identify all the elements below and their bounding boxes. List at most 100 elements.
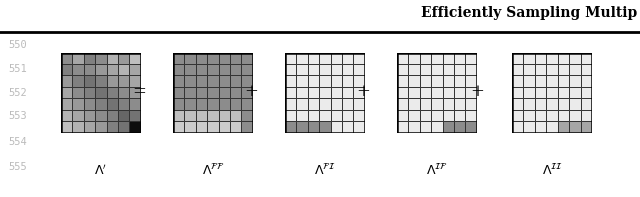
Bar xyxy=(431,87,442,98)
Bar xyxy=(207,53,218,64)
Bar xyxy=(465,87,477,98)
Bar xyxy=(106,110,118,121)
Bar xyxy=(196,87,207,98)
Bar xyxy=(95,53,106,64)
Bar xyxy=(535,98,547,110)
Bar xyxy=(106,98,118,110)
Bar xyxy=(61,53,72,64)
Bar xyxy=(184,53,196,64)
Bar xyxy=(342,87,353,98)
Bar xyxy=(535,64,547,75)
Bar xyxy=(196,75,207,87)
Bar xyxy=(442,75,454,87)
Bar xyxy=(296,53,308,64)
Bar xyxy=(512,75,524,87)
Bar xyxy=(454,75,465,87)
Bar xyxy=(547,98,557,110)
Text: +: + xyxy=(470,83,484,100)
Bar xyxy=(173,53,184,64)
Bar xyxy=(72,110,84,121)
Bar xyxy=(207,110,218,121)
Bar xyxy=(173,87,184,98)
Bar xyxy=(547,87,557,98)
Bar xyxy=(218,110,230,121)
Bar xyxy=(330,110,342,121)
Bar xyxy=(241,110,253,121)
Bar xyxy=(330,87,342,98)
Bar xyxy=(420,87,431,98)
Bar xyxy=(353,121,365,133)
Bar xyxy=(465,64,477,75)
Bar xyxy=(84,75,95,87)
Bar xyxy=(454,87,465,98)
Bar xyxy=(218,121,230,133)
Bar xyxy=(106,53,118,64)
Bar xyxy=(72,121,84,133)
Bar xyxy=(408,53,420,64)
Bar xyxy=(397,53,408,64)
Bar xyxy=(569,110,580,121)
Bar xyxy=(129,98,141,110)
Bar xyxy=(230,110,241,121)
Bar xyxy=(420,75,431,87)
Bar xyxy=(95,110,106,121)
Bar xyxy=(230,75,241,87)
Bar xyxy=(569,87,580,98)
Bar xyxy=(353,75,365,87)
Bar xyxy=(218,53,230,64)
Bar xyxy=(397,75,408,87)
Bar xyxy=(173,110,184,121)
Bar xyxy=(408,64,420,75)
Bar xyxy=(465,53,477,64)
Bar xyxy=(342,98,353,110)
Text: 550: 550 xyxy=(8,40,27,50)
Bar xyxy=(106,75,118,87)
Bar xyxy=(296,110,308,121)
Bar xyxy=(207,75,218,87)
Text: 551: 551 xyxy=(8,64,27,74)
Bar xyxy=(580,121,592,133)
Bar xyxy=(319,87,330,98)
Bar xyxy=(308,64,319,75)
Bar xyxy=(84,121,95,133)
Bar xyxy=(61,64,72,75)
Bar xyxy=(524,64,535,75)
Bar xyxy=(61,98,72,110)
Bar xyxy=(173,64,184,75)
Bar xyxy=(319,121,330,133)
Bar xyxy=(241,98,253,110)
Bar xyxy=(535,75,547,87)
Bar xyxy=(580,110,592,121)
Bar xyxy=(241,87,253,98)
Bar xyxy=(342,121,353,133)
Bar xyxy=(218,75,230,87)
Bar xyxy=(569,98,580,110)
Bar xyxy=(580,98,592,110)
Bar xyxy=(61,87,72,98)
Bar xyxy=(465,110,477,121)
Bar xyxy=(512,64,524,75)
Bar xyxy=(308,53,319,64)
Bar xyxy=(196,64,207,75)
Bar xyxy=(431,110,442,121)
Bar xyxy=(230,121,241,133)
Bar xyxy=(569,64,580,75)
Bar xyxy=(524,121,535,133)
Bar xyxy=(218,64,230,75)
Bar xyxy=(557,53,569,64)
Bar xyxy=(353,110,365,121)
Bar xyxy=(184,64,196,75)
Text: +: + xyxy=(244,83,259,100)
Bar xyxy=(218,87,230,98)
Bar xyxy=(84,53,95,64)
Bar xyxy=(547,110,557,121)
Bar xyxy=(129,87,141,98)
Bar xyxy=(524,110,535,121)
Bar xyxy=(557,121,569,133)
Bar xyxy=(353,98,365,110)
Bar xyxy=(72,53,84,64)
Bar xyxy=(547,64,557,75)
Bar xyxy=(184,75,196,87)
Bar xyxy=(61,110,72,121)
Bar xyxy=(547,53,557,64)
